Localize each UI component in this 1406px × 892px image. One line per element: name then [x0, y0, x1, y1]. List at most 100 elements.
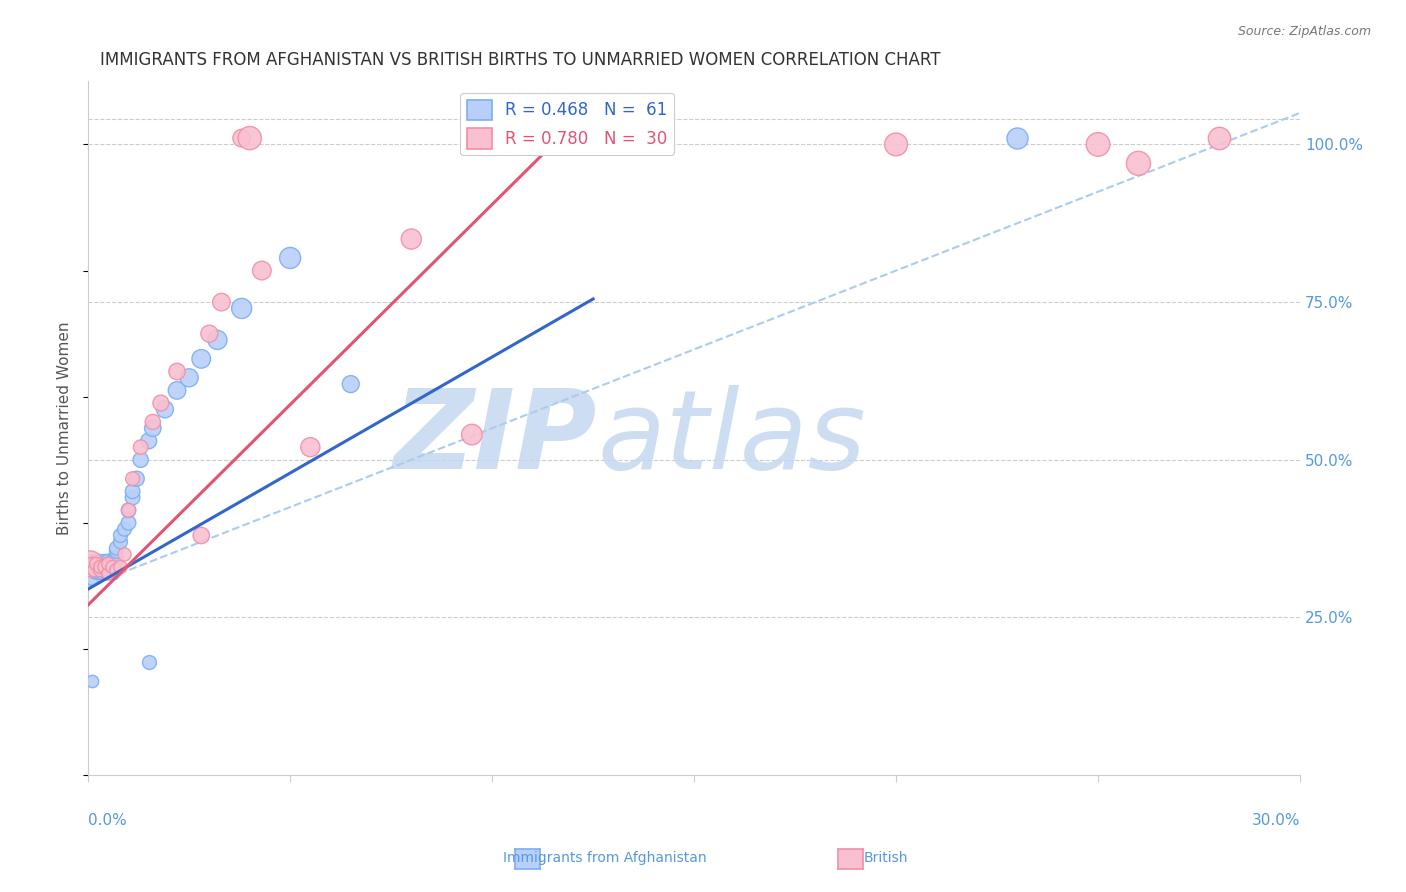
- Point: [190, 528, 212, 542]
- Point: [117, 503, 139, 517]
- Point: [884, 137, 907, 152]
- Point: [105, 563, 128, 577]
- Point: [138, 655, 160, 669]
- Point: [142, 421, 165, 435]
- Point: [82, 560, 104, 574]
- Point: [86, 560, 108, 574]
- Point: [105, 541, 128, 555]
- Legend: R = 0.468   N =  61, R = 0.780   N =  30: R = 0.468 N = 61, R = 0.780 N = 30: [460, 93, 673, 155]
- Point: [83, 560, 105, 574]
- Point: [84, 566, 107, 581]
- Point: [1128, 156, 1150, 170]
- Point: [89, 557, 111, 571]
- Point: [117, 516, 139, 530]
- Point: [82, 573, 104, 587]
- Point: [103, 566, 125, 581]
- Point: [166, 384, 188, 398]
- Point: [149, 396, 172, 410]
- Point: [110, 534, 132, 549]
- Point: [250, 263, 273, 277]
- Point: [93, 560, 115, 574]
- Point: [105, 544, 128, 558]
- Text: ZIP: ZIP: [394, 385, 598, 492]
- Point: [87, 566, 110, 581]
- Point: [231, 131, 253, 145]
- Text: British: British: [863, 851, 908, 865]
- Point: [79, 557, 101, 571]
- Text: atlas: atlas: [598, 385, 866, 492]
- Point: [207, 333, 229, 347]
- Point: [110, 528, 132, 542]
- Point: [93, 563, 115, 577]
- Point: [138, 434, 160, 448]
- Text: Immigrants from Afghanistan: Immigrants from Afghanistan: [503, 851, 706, 865]
- Point: [114, 548, 136, 562]
- Point: [83, 557, 105, 571]
- Point: [84, 557, 107, 571]
- Point: [91, 566, 114, 581]
- Point: [129, 452, 152, 467]
- Point: [1007, 131, 1029, 145]
- Point: [89, 560, 111, 574]
- Point: [117, 503, 139, 517]
- Point: [121, 484, 143, 499]
- Point: [97, 554, 120, 568]
- Point: [90, 557, 112, 571]
- Point: [198, 326, 221, 341]
- Point: [89, 554, 111, 568]
- Point: [93, 554, 115, 568]
- Point: [114, 522, 136, 536]
- Point: [84, 557, 107, 571]
- Point: [239, 131, 262, 145]
- Point: [80, 560, 103, 574]
- Point: [121, 472, 143, 486]
- Point: [93, 560, 115, 574]
- Point: [97, 566, 120, 581]
- Point: [101, 560, 124, 574]
- Y-axis label: Births to Unmarried Women: Births to Unmarried Women: [58, 321, 72, 535]
- Point: [82, 557, 104, 571]
- Point: [166, 364, 188, 378]
- Point: [84, 560, 107, 574]
- Point: [1208, 131, 1230, 145]
- Point: [89, 563, 111, 577]
- Text: 30.0%: 30.0%: [1251, 814, 1301, 829]
- Text: IMMIGRANTS FROM AFGHANISTAN VS BRITISH BIRTHS TO UNMARRIED WOMEN CORRELATION CHA: IMMIGRANTS FROM AFGHANISTAN VS BRITISH B…: [100, 51, 941, 69]
- Point: [82, 566, 104, 581]
- Point: [93, 557, 115, 571]
- Point: [299, 440, 322, 454]
- Point: [211, 295, 233, 310]
- Point: [89, 563, 111, 577]
- Point: [231, 301, 253, 316]
- Point: [89, 566, 111, 581]
- Point: [82, 554, 104, 568]
- Point: [84, 563, 107, 577]
- Point: [278, 251, 301, 265]
- Point: [101, 554, 124, 568]
- Point: [121, 491, 143, 505]
- Point: [125, 472, 148, 486]
- Point: [96, 566, 118, 581]
- Point: [110, 560, 132, 574]
- Point: [541, 137, 564, 152]
- Point: [101, 560, 124, 574]
- Point: [89, 560, 111, 574]
- Text: Source: ZipAtlas.com: Source: ZipAtlas.com: [1237, 25, 1371, 38]
- Point: [97, 557, 120, 571]
- Point: [153, 402, 176, 417]
- Text: 0.0%: 0.0%: [89, 814, 127, 829]
- Point: [129, 440, 152, 454]
- Point: [190, 351, 212, 366]
- Point: [97, 557, 120, 571]
- Point: [97, 560, 120, 574]
- Point: [105, 550, 128, 565]
- Point: [97, 566, 120, 581]
- Point: [461, 427, 484, 442]
- Point: [91, 560, 114, 574]
- Point: [401, 232, 423, 246]
- Point: [89, 560, 111, 574]
- Point: [1087, 137, 1109, 152]
- Point: [79, 563, 101, 577]
- Point: [101, 557, 124, 571]
- Point: [82, 673, 104, 688]
